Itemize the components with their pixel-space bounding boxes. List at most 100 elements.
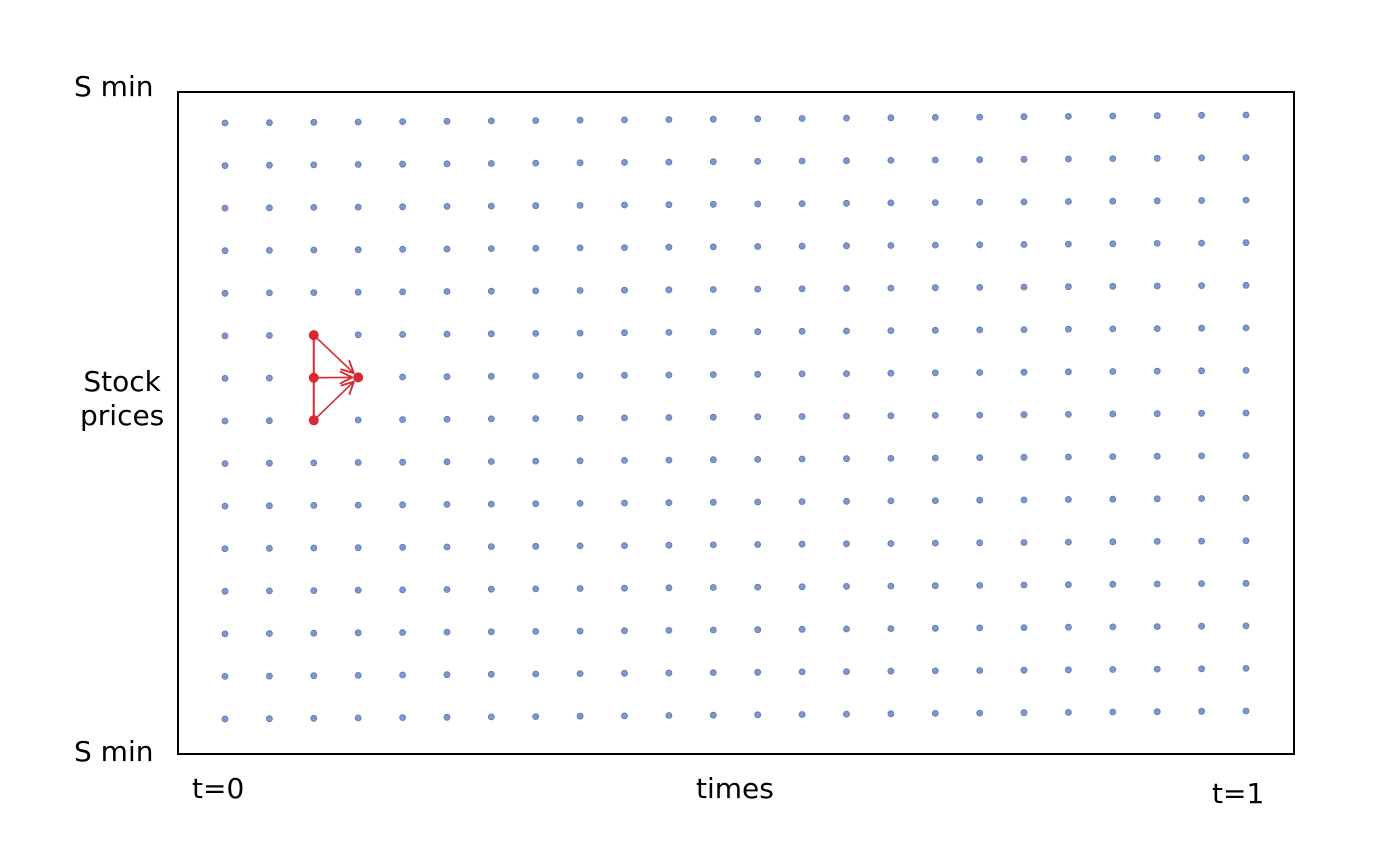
x-axis-start-label: t=0 [192,772,245,805]
grid-dot [443,671,451,679]
grid-dot [221,204,229,212]
grid-dot [1065,581,1072,589]
grid-dot [576,457,584,465]
grid-dot [1109,453,1117,461]
grid-dot [221,715,229,723]
grid-dot [1065,538,1072,546]
grid-dot [843,668,850,675]
grid-dot [1109,155,1117,163]
grid-dot [1109,623,1117,631]
x-axis-end-label: t=1 [1212,777,1265,810]
grid-dot [665,712,673,719]
grid-dot [798,668,806,676]
grid-dot [265,459,273,467]
grid-dot [399,160,407,168]
grid-dot [265,672,273,680]
grid-dot [621,371,628,379]
grid-dot [265,545,273,552]
grid-dot [532,372,540,380]
grid-dot [399,373,407,381]
grid-dot [621,456,628,464]
y-axis-title-line2: prices [80,398,165,432]
grid-dot [798,413,806,420]
grid-dot [709,286,717,293]
grid-dot [310,587,318,594]
grid-dot [221,162,229,170]
grid-dot [1020,453,1028,461]
grid-dot [931,582,939,590]
grid-dot [1109,325,1117,333]
grid-dot [576,116,584,124]
grid-dot [354,416,362,424]
grid-dot [1242,452,1250,460]
grid-dot [887,369,895,377]
grid-dot [443,586,451,593]
stencil-arrow-upper [313,334,355,375]
grid-dot [931,199,939,207]
grid-dot [221,545,229,553]
grid-dot [843,114,850,122]
grid-dot [487,585,495,593]
grid-dot [1020,581,1028,589]
grid-dot [1242,537,1250,545]
grid-dot [221,502,229,510]
grid-dot [443,628,451,636]
grid-dot [931,369,939,377]
grid-dot [1242,239,1250,247]
grid-dot [621,669,628,677]
grid-dot [1065,368,1072,376]
grid-dot [709,711,717,719]
grid-dot [665,371,673,379]
grid-dot [1198,197,1205,204]
grid-dot [354,459,362,466]
stencil-source-node [308,330,319,341]
grid-dot [1109,240,1117,248]
grid-dot [621,499,628,507]
grid-dot [399,501,407,509]
grid-dot [443,160,451,168]
grid-dot [1153,495,1161,503]
grid-dot [843,625,850,633]
grid-dot [754,413,762,421]
grid-dot [487,160,495,167]
grid-dot [576,201,584,209]
grid-dot [798,285,806,293]
grid-dot [798,583,806,591]
grid-dot [843,710,850,718]
grid-dot [931,326,939,334]
grid-dot [532,670,540,678]
grid-dot [754,200,762,208]
grid-dot [798,242,806,250]
grid-dot [887,582,895,590]
grid-dot [354,586,362,594]
grid-dot [221,417,229,425]
grid-dot [1065,113,1072,120]
grid-dot [621,158,628,166]
grid-dot [576,627,584,635]
grid-dot [576,372,584,380]
grid-dot [399,203,407,211]
grid-dot [976,496,984,504]
grid-dot [1109,538,1117,546]
grid-dot [709,200,717,208]
grid-dot [1065,325,1072,333]
grid-dot [1198,622,1205,630]
grid-dot [443,500,451,508]
grid-dot [887,199,895,207]
grid-dot [576,712,584,720]
grid-dot [221,289,229,297]
grid-dot [976,113,984,121]
grid-dot [976,709,984,717]
grid-dot [221,374,229,382]
grid-dot [665,243,673,251]
grid-dot [709,371,717,379]
grid-dot [887,156,895,164]
grid-dot [443,415,451,423]
grid-dot [443,543,451,551]
grid-dot [1065,623,1072,631]
grid-dot [843,497,850,505]
grid-dot [487,202,495,210]
grid-dot [621,201,628,209]
grid-dot [576,670,584,677]
grid-dot [798,115,806,122]
